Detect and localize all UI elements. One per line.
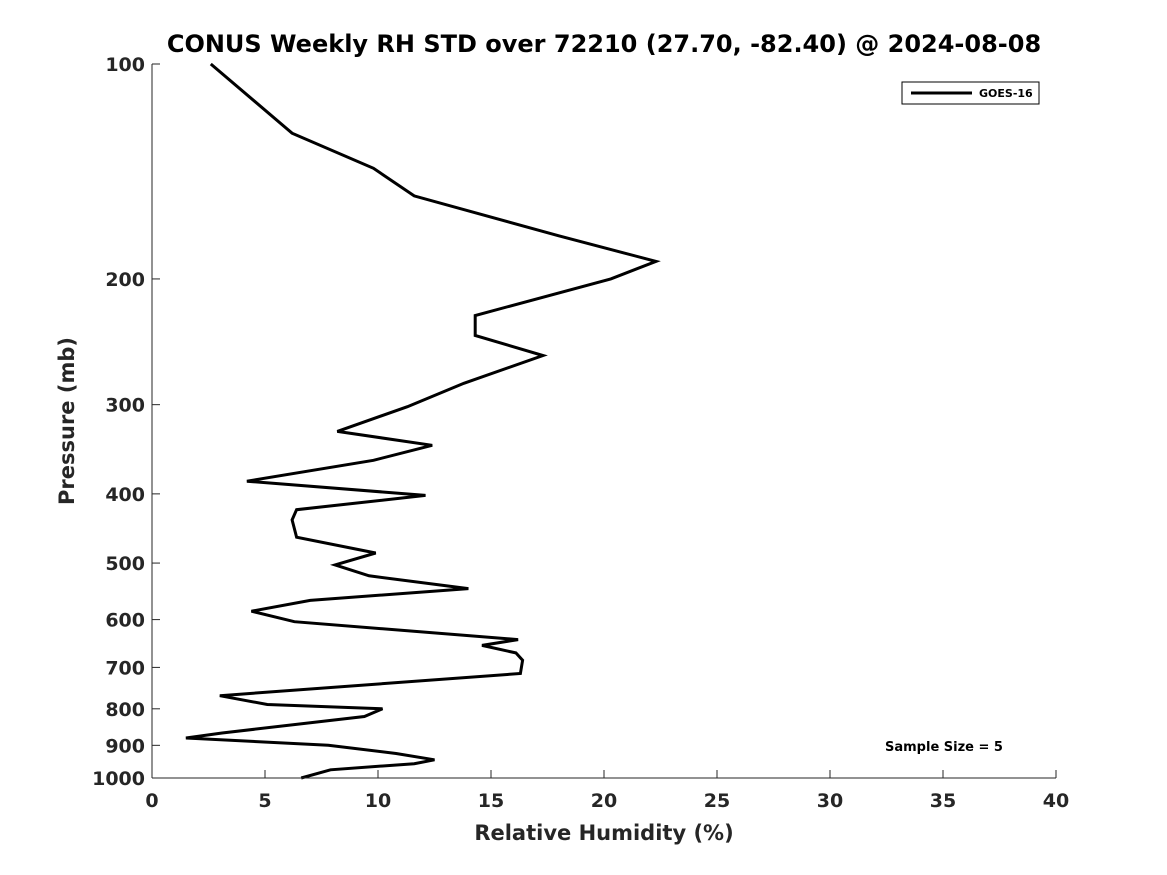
chart-title: CONUS Weekly RH STD over 72210 (27.70, -… (167, 30, 1041, 58)
y-axis-label: Pressure (mb) (55, 337, 79, 505)
legend: GOES-16 (901, 81, 1040, 105)
x-tick-label: 15 (478, 790, 504, 812)
legend-label-goes-16: GOES-16 (979, 87, 1033, 100)
x-tick-label: 0 (145, 790, 158, 812)
y-tick-label: 700 (105, 657, 145, 679)
axis-ticks: 0 5 10 15 20 25 30 35 40 100 200 300 400 500 600 700 800… (92, 54, 1069, 812)
y-tick-label: 1000 (92, 768, 145, 790)
x-tick-label: 20 (591, 790, 617, 812)
y-tick-label: 500 (105, 553, 145, 575)
y-tick-label: 300 (105, 395, 145, 417)
x-tick-label: 30 (817, 790, 843, 812)
axes-background (152, 64, 1056, 778)
x-tick-label: 40 (1043, 790, 1069, 812)
axes-lines (151, 64, 1056, 779)
y-tick-label: 800 (105, 699, 145, 721)
y-tick-label: 600 (105, 610, 145, 632)
sample-size-annotation: Sample Size = 5 (885, 740, 1003, 755)
x-tick-label: 5 (258, 790, 271, 812)
y-tick-label: 400 (105, 484, 145, 506)
plot-area (152, 64, 1056, 778)
x-axis-label: Relative Humidity (%) (474, 821, 733, 845)
y-tick-label: 100 (105, 54, 145, 76)
series-line-goes-16 (185, 62, 661, 780)
y-tick-label: 200 (105, 269, 145, 291)
y-tick-label: 900 (105, 735, 145, 757)
x-tick-label: 25 (704, 790, 730, 812)
x-tick-label: 35 (930, 790, 956, 812)
x-tick-label: 10 (365, 790, 391, 812)
series-layer (185, 62, 661, 780)
